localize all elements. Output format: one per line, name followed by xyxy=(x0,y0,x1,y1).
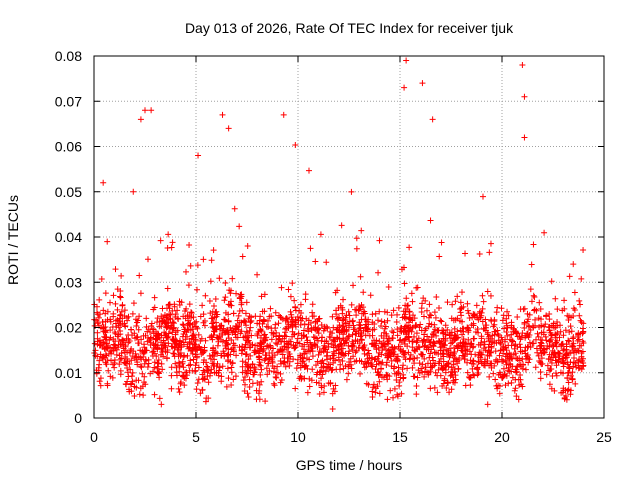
x-tick-label: 25 xyxy=(596,429,612,445)
data-points xyxy=(91,57,587,412)
y-tick-label: 0.02 xyxy=(55,320,82,336)
x-tick-label: 20 xyxy=(494,429,510,445)
y-tick-label: 0.05 xyxy=(55,184,82,200)
x-tick-label: 10 xyxy=(290,429,306,445)
y-axis-label: ROTI / TECUs xyxy=(5,195,21,285)
y-tick-label: 0.03 xyxy=(55,274,82,290)
x-axis: 0 5 10 15 20 25 xyxy=(90,56,612,445)
x-tick-label: 0 xyxy=(90,429,98,445)
grid-lines xyxy=(94,56,604,418)
x-tick-label: 15 xyxy=(392,429,408,445)
y-tick-label: 0.08 xyxy=(55,48,82,64)
roti-points-series xyxy=(91,57,587,412)
y-tick-label: 0.01 xyxy=(55,365,82,381)
y-axis: 0 0.01 0.02 0.03 0.04 0.05 0.06 0.07 0.08 xyxy=(55,48,604,426)
x-tick-label: 5 xyxy=(192,429,200,445)
chart-title: Day 013 of 2026, Rate Of TEC Index for r… xyxy=(185,20,514,36)
x-axis-label: GPS time / hours xyxy=(296,457,403,473)
y-tick-label: 0.06 xyxy=(55,139,82,155)
y-tick-label: 0 xyxy=(74,410,82,426)
y-tick-label: 0.04 xyxy=(55,229,82,245)
y-tick-label: 0.07 xyxy=(55,93,82,109)
